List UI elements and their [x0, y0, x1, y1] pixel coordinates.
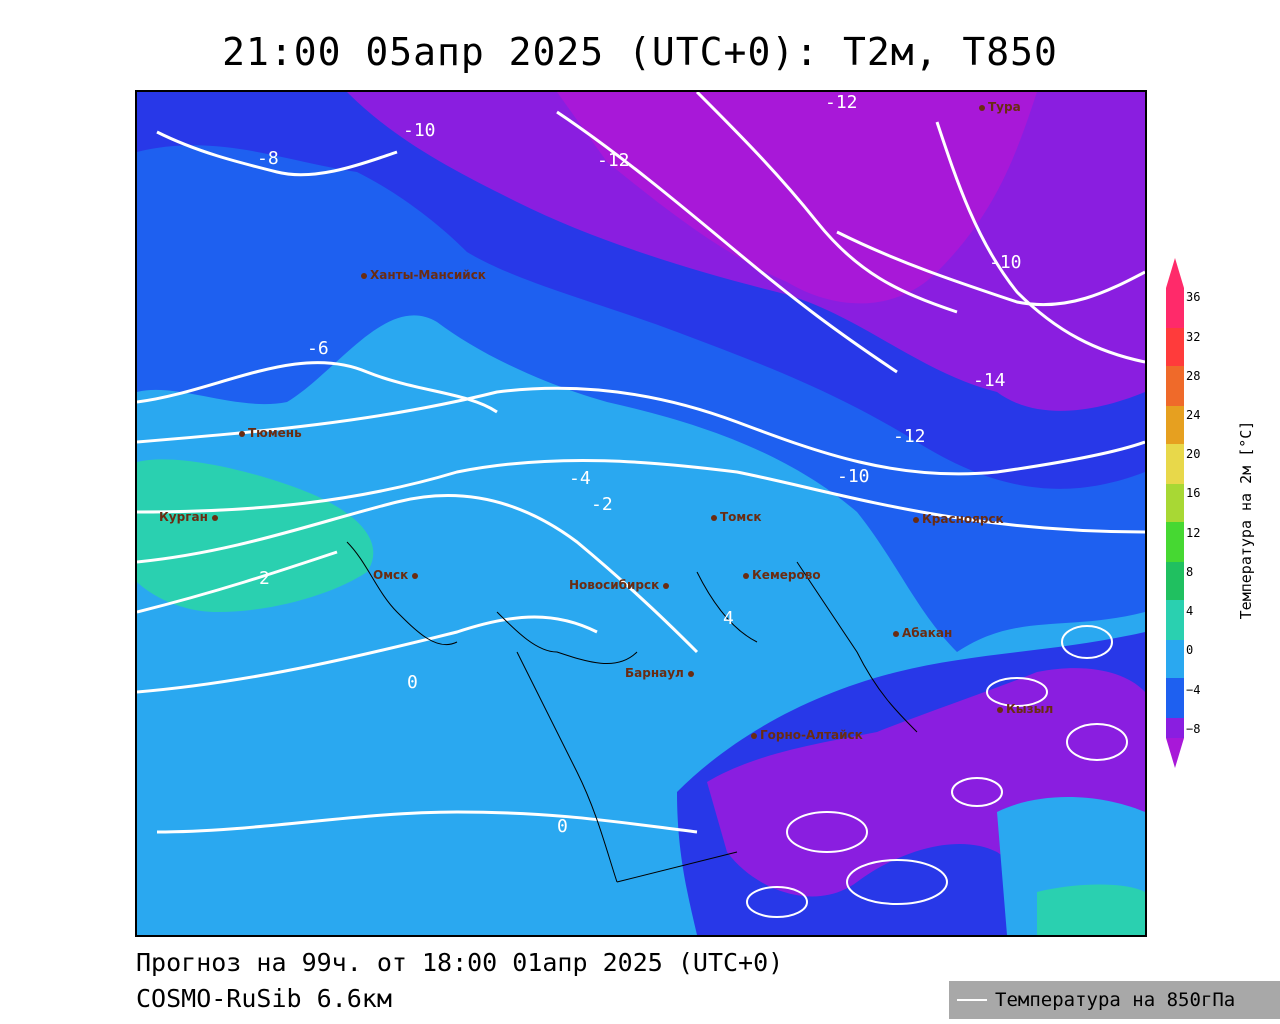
legend-line-swatch	[957, 999, 987, 1001]
contour-legend: Температура на 850гПа	[949, 981, 1280, 1019]
contour-label: -12	[825, 92, 858, 113]
contour-label: -2	[591, 494, 613, 515]
colorbar-tick: 8	[1186, 565, 1194, 579]
colorbar-tick: 16	[1186, 486, 1201, 500]
colorbar-tick: −8	[1186, 722, 1201, 736]
city-krasnoyarsk: Красноярск	[913, 512, 1004, 526]
city-novosibirsk: Новосибирск	[569, 578, 672, 592]
contour-label: 2	[259, 568, 270, 589]
city-marker-icon	[239, 430, 245, 437]
city-marker-icon	[997, 706, 1003, 713]
city-omsk: Омск	[373, 568, 421, 582]
city-marker-icon	[751, 732, 757, 739]
city-marker-icon	[361, 272, 367, 279]
colorbar-tick: 20	[1186, 447, 1201, 461]
contour-label: 0	[407, 672, 418, 693]
contour-label: -10	[989, 252, 1022, 273]
contour-label: -10	[837, 466, 870, 487]
city-marker-icon	[743, 572, 749, 579]
city-tyumen: Тюмень	[239, 426, 302, 440]
contour-label: -12	[597, 150, 630, 171]
contour-label: -10	[403, 120, 436, 141]
city-marker-icon	[211, 514, 218, 521]
city-marker-icon	[711, 514, 717, 521]
forecast-map[interactable]: Ханты-Мансийск Тюмень Курган Омск Новоси…	[135, 90, 1147, 937]
city-marker-icon	[913, 516, 919, 523]
colorbar-label: Температура на 2м [°C]	[1237, 420, 1255, 620]
contour-label: -6	[307, 338, 329, 359]
temperature-field	[137, 92, 1145, 935]
colorbar	[1166, 258, 1184, 768]
contour-label: -14	[973, 370, 1006, 391]
contour-label: -8	[257, 148, 279, 169]
contour-label: -12	[893, 426, 926, 447]
city-abakan: Абакан	[893, 626, 952, 640]
colorbar-tick: −4	[1186, 683, 1201, 697]
contour-label: 0	[557, 816, 568, 837]
contour-label: 4	[723, 608, 734, 629]
colorbar-tick: 12	[1186, 526, 1201, 540]
colorbar-tick: 4	[1186, 604, 1194, 618]
colorbar-tick: 0	[1186, 643, 1194, 657]
city-kyzyl: Кызыл	[997, 702, 1053, 716]
city-kemerovo: Кемерово	[743, 568, 821, 582]
colorbar-tick: 36	[1186, 290, 1201, 304]
city-marker-icon	[687, 670, 694, 677]
forecast-info: Прогноз на 99ч. от 18:00 01апр 2025 (UTC…	[136, 948, 784, 977]
city-tura: Тура	[979, 100, 1021, 114]
colorbar-tick: 28	[1186, 369, 1201, 383]
city-marker-icon	[412, 572, 419, 579]
colorbar-tick: 32	[1186, 330, 1201, 344]
city-barnaul: Барнаул	[625, 666, 697, 680]
city-marker-icon	[979, 104, 985, 111]
city-kurgan: Курган	[159, 510, 221, 524]
city-khanty-mansiysk: Ханты-Мансийск	[361, 268, 486, 282]
city-gorno-altaysk: Горно-Алтайск	[751, 728, 863, 742]
page-title: 21:00 05апр 2025 (UTC+0): T2м, T850	[222, 30, 1058, 74]
colorbar-tick: 24	[1186, 408, 1201, 422]
city-tomsk: Томск	[711, 510, 762, 524]
city-marker-icon	[663, 582, 670, 589]
model-info: COSMO-RuSib 6.6км	[136, 984, 392, 1013]
legend-label: Температура на 850гПа	[995, 989, 1236, 1011]
contour-label: -4	[569, 468, 591, 489]
city-marker-icon	[893, 630, 899, 637]
